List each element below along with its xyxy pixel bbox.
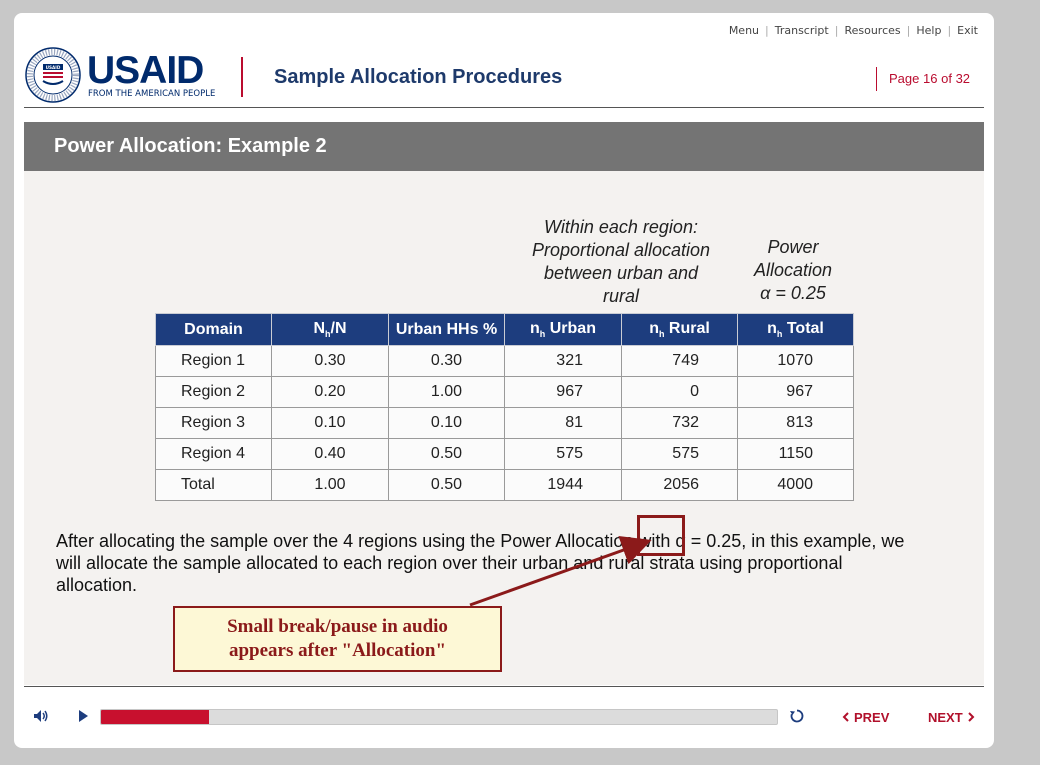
- play-button[interactable]: [72, 705, 94, 727]
- cell-urban-pct: 1.00: [388, 376, 505, 408]
- cell-urban-pct: 0.30: [388, 345, 505, 377]
- progress-fill: [101, 710, 210, 724]
- chevron-right-icon: [967, 712, 975, 722]
- exit-link[interactable]: Exit: [957, 24, 978, 37]
- table-row: Region 2 0.20 1.00 967 0 967: [155, 376, 854, 408]
- cell-total: 967: [737, 376, 854, 408]
- col-header-share: Nh/N: [271, 313, 389, 346]
- slide-title: Power Allocation: Example 2: [54, 135, 327, 157]
- header-rule: [24, 107, 984, 108]
- page-label: Page: [889, 71, 920, 86]
- table-row: Region 4 0.40 0.50 575 575 1150: [155, 438, 854, 470]
- power-note-line: Allocation: [753, 260, 833, 280]
- cell-total: 813: [737, 407, 854, 439]
- cell-total: 4000: [737, 469, 854, 501]
- allocation-table: Domain Nh/N Urban HHs % nh Urban nh Rura…: [155, 313, 854, 501]
- table-row: Region 3 0.10 0.10 81 732 813: [155, 407, 854, 439]
- cell-rural: 749: [621, 345, 738, 377]
- usaid-seal-icon: USAID: [25, 47, 81, 103]
- cell-total: 1150: [737, 438, 854, 470]
- play-icon: [79, 710, 88, 722]
- cell-urban-pct: 0.50: [388, 469, 505, 501]
- region-allocation-note: Within each region: Proportional allocat…: [531, 217, 711, 306]
- transcript-link[interactable]: Transcript: [774, 24, 829, 37]
- page-indicator: Page 16 of 32: [876, 67, 970, 91]
- svg-text:USAID: USAID: [46, 65, 61, 70]
- footer-rule: [24, 686, 984, 687]
- page-total: 32: [955, 71, 971, 86]
- col-header-n-total: nh Total: [737, 313, 854, 346]
- callout-line: Small break/pause in audio: [227, 616, 448, 637]
- nav-separator: |: [834, 24, 839, 37]
- resources-link[interactable]: Resources: [844, 24, 901, 37]
- media-player-bar: PREV NEXT: [14, 693, 994, 741]
- replay-icon: [790, 709, 804, 723]
- col-header-urban-pct: Urban HHs %: [388, 313, 505, 346]
- cell-urban: 81: [504, 407, 622, 439]
- slide-body-text: After allocating the sample over the 4 r…: [56, 531, 905, 595]
- page-current: 16: [923, 71, 938, 86]
- table-row-total: Total 1.00 0.50 1944 2056 4000: [155, 469, 854, 501]
- cell-domain: Region 4: [155, 438, 272, 470]
- table-row: Region 1 0.30 0.30 321 749 1070: [155, 345, 854, 377]
- next-label: NEXT: [928, 709, 963, 725]
- cell-share: 0.10: [271, 407, 389, 439]
- progress-bar[interactable]: [100, 709, 778, 725]
- callout-line: appears after "Allocation": [228, 640, 447, 661]
- audio-pause-callout: Small break/pause in audio appears after…: [173, 606, 502, 672]
- next-button[interactable]: NEXT: [924, 706, 975, 728]
- page-of: of: [941, 71, 952, 86]
- cell-domain: Region 1: [155, 345, 272, 377]
- cell-urban-pct: 0.50: [388, 438, 505, 470]
- usaid-tagline: FROM THE AMERICAN PEOPLE: [88, 89, 216, 99]
- chevron-left-icon: [842, 712, 849, 722]
- cell-rural: 0: [621, 376, 738, 408]
- usaid-wordmark: USAID: [87, 49, 204, 92]
- cell-domain: Region 3: [155, 407, 272, 439]
- cell-urban-pct: 0.10: [388, 407, 505, 439]
- slide-content: Power Allocation: Example 2 Within each …: [24, 122, 984, 685]
- menu-link[interactable]: Menu: [728, 24, 760, 37]
- pause-highlight-box: [637, 515, 685, 556]
- nav-separator: |: [906, 24, 911, 37]
- header-divider: [241, 57, 243, 97]
- col-header-domain: Domain: [155, 313, 272, 346]
- replay-button[interactable]: [786, 705, 808, 727]
- nav-separator: |: [765, 24, 769, 37]
- cell-share: 0.20: [271, 376, 389, 408]
- cell-urban: 575: [504, 438, 622, 470]
- cell-total: 1070: [737, 345, 854, 377]
- cell-rural: 732: [621, 407, 738, 439]
- cell-rural: 575: [621, 438, 738, 470]
- cell-urban: 321: [504, 345, 622, 377]
- cell-domain: Total: [155, 469, 272, 501]
- cell-share: 0.30: [271, 345, 389, 377]
- speaker-icon: [34, 710, 48, 722]
- top-nav: Menu | Transcript | Resources | Help | E…: [729, 24, 978, 37]
- usaid-logo: USAID USAID FROM THE AMERICAN PEOPLE: [25, 47, 225, 105]
- col-header-n-urban: nh Urban: [504, 313, 622, 346]
- cell-share: 1.00: [271, 469, 389, 501]
- help-link[interactable]: Help: [916, 24, 942, 37]
- cell-share: 0.40: [271, 438, 389, 470]
- course-window: Menu | Transcript | Resources | Help | E…: [14, 13, 994, 748]
- cell-urban: 967: [504, 376, 622, 408]
- slide-title-bar: Power Allocation: Example 2: [24, 122, 984, 171]
- power-allocation-note: Power Allocation α = 0.25: [738, 236, 848, 305]
- power-note-line: Power: [767, 237, 819, 257]
- power-note-alpha: α = 0.25: [760, 283, 826, 303]
- prev-label: PREV: [854, 709, 890, 725]
- cell-urban: 1944: [504, 469, 622, 501]
- cell-rural: 2056: [621, 469, 738, 501]
- table-header-row: Domain Nh/N Urban HHs % nh Urban nh Rura…: [155, 313, 854, 346]
- col-header-n-rural: nh Rural: [621, 313, 738, 346]
- cell-domain: Region 2: [155, 376, 272, 408]
- nav-separator: |: [947, 24, 952, 37]
- prev-button[interactable]: PREV: [842, 706, 893, 728]
- mute-button[interactable]: [30, 705, 52, 727]
- course-title: Sample Allocation Procedures: [274, 66, 563, 88]
